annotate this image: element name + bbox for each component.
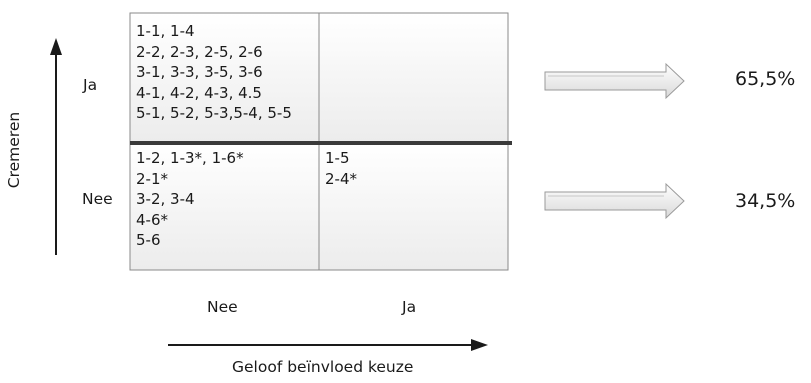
list-item: 1-1, 1-4 [136, 22, 195, 40]
list-item: 4-6* [136, 210, 168, 229]
list-item: 3-1, 3-3, 3-5, 3-6 [136, 63, 263, 81]
row-label-nee: Nee [82, 190, 113, 208]
y-axis-arrowhead [50, 38, 62, 55]
cell-bottom-right-text: 1-5 2-4* [325, 148, 357, 189]
x-axis-arrowhead [471, 339, 488, 351]
percent-ja: 65,5% [735, 68, 796, 90]
percent-nee: 34,5% [735, 190, 796, 212]
list-item: 1-5 [325, 149, 350, 167]
col-label-ja: Ja [402, 298, 417, 316]
row-label-ja: Ja [83, 76, 98, 94]
list-item: 5-1, 5-2, 5-3,5-4, 5-5 [136, 104, 292, 122]
list-item: 2-4* [325, 169, 357, 188]
list-item: 3-2, 3-4 [136, 190, 195, 208]
block-arrow-ja [544, 62, 685, 100]
cell-top-right [318, 12, 509, 144]
cell-top-left [129, 12, 320, 144]
list-item: 1-2, 1-3*, 1-6* [136, 149, 244, 167]
list-item: 5-6 [136, 231, 161, 249]
cell-bottom-left-text: 1-2, 1-3*, 1-6* 2-1* 3-2, 3-4 4-6* 5-6 [136, 148, 244, 251]
y-axis-title: Cremeren [5, 111, 23, 189]
col-label-nee: Nee [207, 298, 238, 316]
cell-top-left-text: 1-1, 1-4 2-2, 2-3, 2-5, 2-6 3-1, 3-3, 3-… [136, 21, 292, 124]
list-item: 4-1, 4-2, 4-3, 4.5 [136, 83, 262, 102]
x-axis-title: Geloof beïnvloed keuze [232, 358, 414, 376]
list-item: 2-2, 2-3, 2-5, 2-6 [136, 42, 263, 61]
list-item: 2-1* [136, 169, 168, 188]
block-arrow-nee [544, 182, 685, 220]
cell-bottom-left [129, 142, 320, 271]
